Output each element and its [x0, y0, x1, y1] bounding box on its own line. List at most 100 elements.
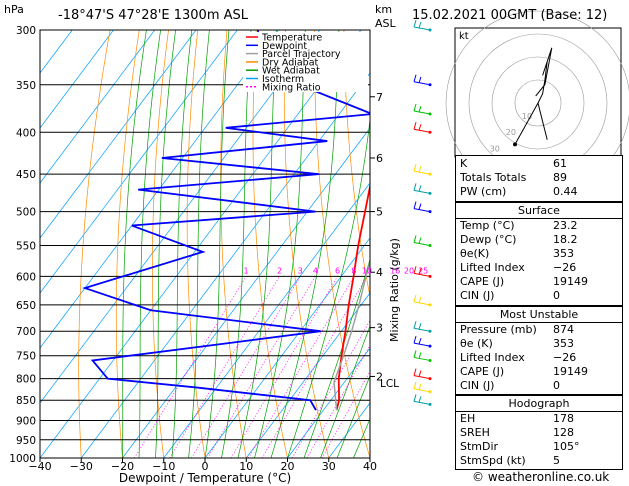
wind-barb-staff: [413, 170, 431, 175]
wind-barb: [413, 201, 432, 214]
wind-barb-dot: [428, 402, 432, 406]
index-label: SREH: [460, 426, 490, 439]
index-value: −26: [553, 261, 577, 274]
wind-barb: [413, 183, 432, 195]
temperature-tick-label: 20: [281, 460, 295, 473]
wind-barb: [413, 266, 432, 278]
pressure-tick-label: 700: [16, 326, 36, 338]
wind-barb-staff: [413, 110, 431, 115]
wind-barb-dot: [428, 390, 432, 394]
wind-barb: [413, 350, 432, 362]
pressure-tick-label: 800: [16, 374, 36, 386]
index-row: CIN (J) 0: [456, 289, 622, 304]
pressure-tick-label: 400: [16, 127, 36, 139]
isotherm-line: [163, 182, 370, 458]
pressure-tick-label: 300: [16, 25, 36, 37]
wind-barb-flag: [413, 321, 417, 329]
mixing-ratio-label: 25: [418, 266, 428, 275]
datetime: 15.02.2021 00GMT (Base: 12): [412, 8, 608, 23]
hodograph-ring-label: 10: [522, 112, 532, 121]
wind-barb: [413, 74, 432, 87]
wind-barb-flag: [413, 294, 417, 302]
dry-adiabat-line: [343, 30, 370, 299]
hodograph-ring: [491, 56, 585, 150]
index-row: Pressure (mb) 874: [456, 323, 622, 338]
wind-barb-flag: [418, 185, 422, 192]
dry-adiabat-line: [373, 30, 452, 458]
wind-barb-staff: [413, 327, 431, 332]
wet-adiabat-line: [336, 374, 370, 458]
mixing-ratio-line: [169, 276, 280, 458]
x-axis-label: Dewpoint / Temperature (°C): [119, 471, 291, 485]
wind-barb-flag: [418, 370, 422, 377]
wind-barb-flag: [418, 296, 422, 304]
wet-adiabat-line: [287, 116, 370, 458]
wind-barb-staff: [413, 81, 431, 86]
legend-entry: Dry Adiabat: [262, 57, 319, 68]
wind-barb-flag: [418, 396, 422, 403]
mixing-ratio-line: [321, 370, 370, 458]
index-row: Dewp (°C) 18.2: [456, 233, 622, 248]
footer-credit: © weatheronline.co.uk: [472, 470, 610, 484]
indices-top-box: K 61 Totals Totals 89 PW (cm) 0.44: [455, 155, 623, 202]
wind-barb-staff: [413, 189, 431, 194]
isotherm-line: [40, 30, 362, 458]
index-value: 353: [553, 247, 574, 260]
hodograph-ring-label: 30: [490, 144, 500, 153]
surface-title: Surface: [518, 204, 560, 217]
index-label: Lifted Index: [460, 351, 525, 364]
km-label: km: [375, 3, 393, 16]
legend-entry: Isotherm: [262, 74, 304, 85]
wind-barb-staff: [413, 208, 431, 213]
pressure-tick-label: 500: [16, 207, 36, 219]
index-label: CAPE (J): [460, 275, 505, 288]
temperature-tick-label: −40: [28, 460, 51, 473]
location-title: -18°47'S 47°28'E 1300m ASL: [58, 8, 249, 23]
wind-barb-flag: [413, 350, 417, 358]
mixing-ratio-labels: 1 2 3 4 6 8 10 16 20 25: [244, 266, 429, 275]
wind-barb: [413, 103, 432, 116]
wind-barb-flag: [418, 237, 422, 244]
wind-barb-flag: [413, 394, 417, 402]
pressure-tick-label: 650: [16, 300, 36, 312]
temperature-tick-label: 10: [239, 460, 253, 473]
wind-barb: [413, 294, 432, 307]
pressure-tick-label: 450: [16, 169, 36, 181]
index-row: CAPE (J) 19149: [456, 275, 622, 290]
wind-barb-dot: [428, 210, 432, 214]
wind-barb: [413, 164, 432, 176]
isotherm-line: [40, 30, 197, 239]
dewpoint-line: [82, 30, 370, 411]
wind-barb-flag: [413, 183, 417, 191]
wind-barb-dot: [428, 329, 432, 333]
isotherm-line: [40, 30, 238, 294]
hodograph-ring: [514, 79, 562, 127]
wind-barb-staff: [413, 301, 431, 306]
wind-barb-dot: [428, 83, 432, 87]
index-label: Temp (°C): [460, 219, 515, 232]
index-row: CIN (J) 0: [456, 379, 622, 394]
index-value: 61: [553, 157, 567, 170]
wind-barb: [413, 321, 432, 333]
wind-barb-dot: [428, 274, 432, 278]
index-value: 874: [553, 323, 574, 336]
index-label: θe (K): [460, 337, 493, 350]
index-label: Pressure (mb): [460, 323, 537, 336]
temperature-tick-label: 30: [322, 460, 336, 473]
temperature-tick-label: 0: [202, 460, 209, 473]
wind-barb-flag: [418, 352, 422, 359]
index-value: 128: [553, 426, 574, 439]
index-value: 0.44: [553, 185, 578, 198]
hodograph-box: Hodograph EH 178 SREH 128 StmDir 105° StmSp…: [455, 395, 623, 470]
index-value: 18.2: [553, 233, 578, 246]
wind-barb-flag: [413, 103, 417, 112]
isotherm-line: [40, 30, 156, 184]
km-tick-label: 4: [376, 266, 383, 279]
wind-barb-flag: [413, 201, 417, 209]
isotherm-line: [40, 30, 321, 404]
wind-barb-staff: [413, 241, 431, 246]
hodograph: kt 10 20 30: [445, 10, 629, 196]
wet-adiabat-line: [155, 30, 176, 458]
index-value: 0: [553, 289, 560, 302]
storm-motion-vector: [537, 102, 548, 140]
